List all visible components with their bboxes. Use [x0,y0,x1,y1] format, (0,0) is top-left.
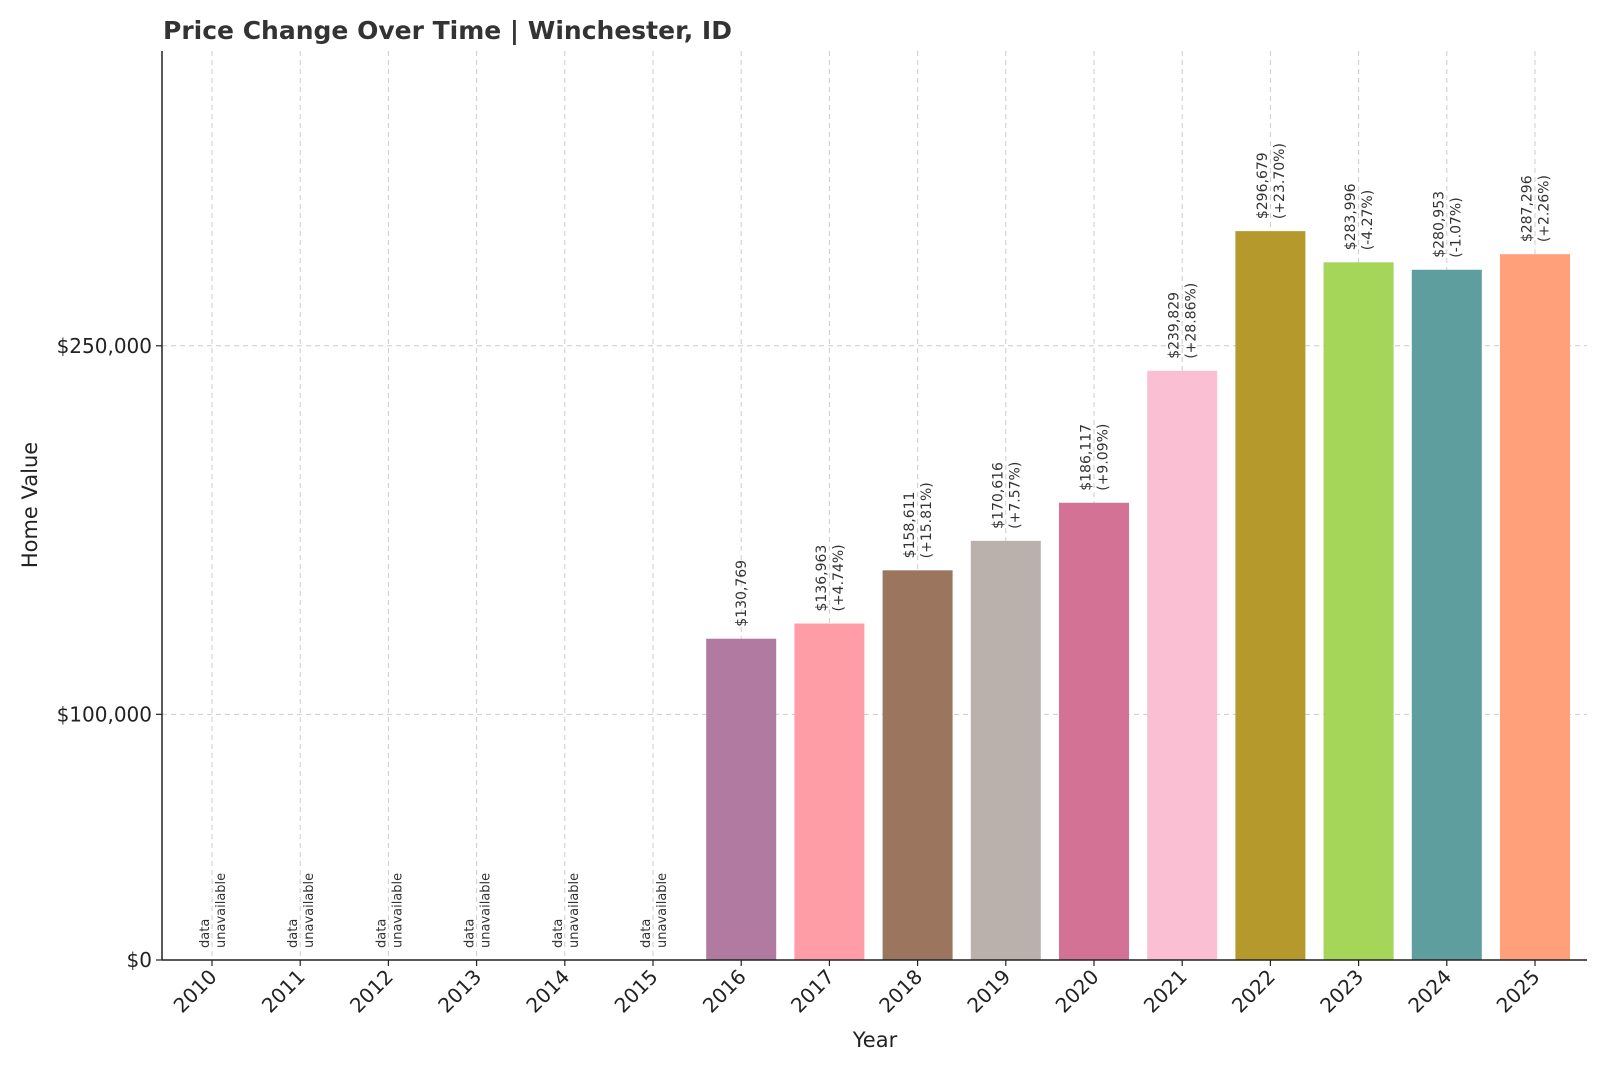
x-tick-label: 2019 [962,965,1015,1018]
x-ticks: 2010 2011 2012 2013 2014 2015 2016 2017 2018 2019… [169,960,1545,1018]
x-tick-label: 2023 [1315,965,1368,1018]
bar-2022 [1235,231,1306,961]
data-unavailable-label: data [198,919,213,948]
x-axis-label: Year [852,1028,898,1052]
bar-change-label: (+4.74%) [831,544,847,611]
bar-value-label: $283,996 [1343,183,1359,250]
bar-2023 [1323,262,1394,960]
x-tick-label: 2020 [1051,965,1104,1018]
x-tick-label: 2014 [521,965,574,1018]
bar-value-label: $186,117 [1079,424,1095,491]
bar-2018 [882,570,953,960]
bars-layer [706,231,1570,961]
bar-value-label: $130,769 [734,560,750,627]
bar-value-label: $280,953 [1431,191,1447,258]
bar-change-label: (+23.70%) [1272,143,1288,219]
bar-value-label: $287,296 [1520,175,1536,242]
data-unavailable-label: unavailable [214,873,229,948]
bar-value-label: $136,963 [814,545,830,612]
bar-2025 [1500,254,1570,961]
bar-change-label: (-4.27%) [1360,190,1376,250]
bar-2024 [1411,269,1482,960]
data-unavailable-label: unavailable [479,873,494,948]
bar-change-label: (+9.09%) [1096,424,1112,491]
y-tick-label: $250,000 [57,334,152,358]
data-unavailable-label: unavailable [390,873,405,948]
bar-value-label: $296,679 [1255,152,1271,219]
x-tick-label: 2013 [433,965,486,1018]
x-tick-label: 2011 [257,965,310,1018]
x-tick-label: 2018 [874,965,927,1018]
labels-layer: data unavailable data unavailable data unavai… [198,143,1553,948]
bar-change-label: (+15.81%) [919,482,935,558]
bar-change-label: (+2.26%) [1537,175,1553,242]
data-unavailable-label: unavailable [567,873,582,948]
bar-2019 [970,540,1041,960]
bar-value-label: $239,829 [1167,292,1183,359]
data-unavailable-label: data [374,919,389,948]
chart-title: Price Change Over Time | Winchester, ID [163,16,732,45]
y-tick-label: $0 [127,948,152,972]
x-tick-label: 2015 [610,965,663,1018]
bar-2016 [706,638,777,960]
bar-value-label: $158,611 [902,492,918,559]
data-unavailable-label: unavailable [655,873,670,948]
y-ticks: $0 $100,000 $250,000 [57,334,162,972]
x-tick-label: 2024 [1403,965,1456,1018]
bar-2021 [1147,370,1218,961]
bar-change-label: (+28.86%) [1184,283,1200,359]
x-tick-label: 2016 [698,965,751,1018]
y-axis-label: Home Value [18,442,42,568]
bar-change-label: (-1.07%) [1448,197,1464,257]
x-tick-label: 2021 [1139,965,1192,1018]
x-tick-label: 2010 [169,965,222,1018]
bar-2020 [1059,502,1129,960]
x-tick-label: 2022 [1227,965,1280,1018]
bar-2017 [794,623,865,960]
x-tick-label: 2025 [1492,965,1545,1018]
x-tick-label: 2012 [345,965,398,1018]
data-unavailable-label: data [286,919,301,948]
data-unavailable-label: data [551,919,566,948]
bar-change-label: (+7.57%) [1007,462,1023,529]
data-unavailable-label: data [639,919,654,948]
data-unavailable-label: data [463,919,478,948]
bar-value-label: $170,616 [990,462,1006,529]
data-unavailable-label: unavailable [302,873,317,948]
x-tick-label: 2017 [786,965,839,1018]
y-tick-label: $100,000 [57,702,152,726]
